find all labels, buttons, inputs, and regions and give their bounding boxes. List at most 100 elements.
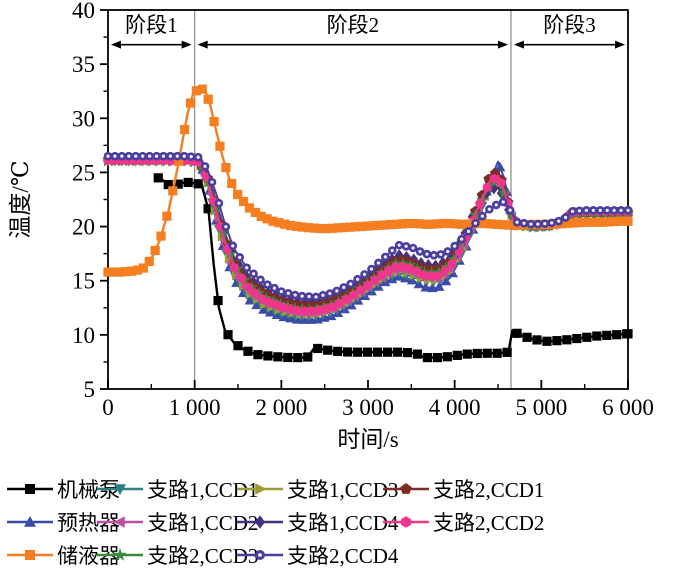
- y-tick-label: 10: [72, 323, 95, 348]
- square-marker: [353, 347, 363, 357]
- circle-marker-highlight: [189, 154, 193, 159]
- circle-marker-highlight: [286, 291, 290, 295]
- square-marker: [283, 352, 293, 363]
- circle-marker-highlight: [536, 222, 540, 226]
- square-marker: [197, 84, 207, 94]
- square-marker: [586, 217, 596, 227]
- square-marker: [392, 219, 402, 229]
- circle-marker-highlight: [134, 154, 138, 158]
- circle-marker-highlight: [258, 553, 262, 557]
- triangle-up-marker: [292, 314, 303, 324]
- square-marker: [156, 231, 166, 241]
- y-tick-label: 20: [72, 215, 95, 240]
- star-marker: [217, 226, 229, 238]
- square-marker: [291, 221, 302, 231]
- circle-marker-highlight: [529, 222, 533, 226]
- hexagon-marker: [419, 270, 429, 280]
- y-axis-ticks: 5 10 15 20 25 30 35 40: [72, 0, 108, 402]
- circle-marker-highlight: [161, 154, 166, 158]
- circle-marker-highlight: [508, 208, 512, 212]
- star-marker: [113, 548, 127, 561]
- legend-label: 支路1,CCD3: [287, 478, 399, 502]
- square-marker: [263, 351, 273, 361]
- phase-arrow: [197, 40, 508, 49]
- hexagon-marker: [251, 288, 260, 299]
- square-marker: [403, 218, 414, 229]
- square-marker: [185, 98, 196, 108]
- y-tick-label: 15: [72, 269, 95, 294]
- legend-item-branch2-ccd1: 支路2,CCD1: [382, 476, 544, 502]
- square-marker: [612, 330, 622, 340]
- square-marker: [610, 216, 620, 227]
- circle-marker-highlight: [411, 246, 415, 250]
- square-marker: [103, 267, 113, 277]
- triangle-right-marker: [255, 483, 267, 495]
- circle-marker-highlight: [459, 237, 464, 241]
- square-marker: [333, 346, 343, 356]
- circle-marker-highlight: [106, 154, 110, 158]
- circle-marker-highlight: [543, 222, 547, 226]
- hexagon-marker: [475, 198, 485, 209]
- triangle-up-marker: [298, 314, 310, 324]
- square-marker: [442, 352, 452, 362]
- x-tick-label: 0: [102, 395, 114, 420]
- legend-label: 支路2,CCD1: [433, 478, 545, 502]
- circle-marker-highlight: [293, 293, 297, 297]
- square-marker: [313, 343, 323, 354]
- hexagon-marker: [244, 282, 253, 293]
- square-marker: [472, 348, 482, 359]
- square-marker: [602, 330, 612, 340]
- square-marker: [492, 348, 502, 358]
- circle-marker-highlight: [369, 267, 374, 271]
- square-marker: [327, 223, 337, 233]
- x-axis-ticks: 0 1 000 2 000 3 000 4 000 5 000 6 000: [102, 380, 654, 420]
- circle-marker-highlight: [397, 243, 401, 247]
- square-marker: [215, 141, 225, 151]
- circle-marker-highlight: [605, 208, 609, 212]
- square-marker: [180, 124, 190, 135]
- sphere-marker-icon: [237, 550, 283, 560]
- hexagon-marker: [356, 285, 365, 295]
- circle-marker-highlight: [355, 277, 360, 281]
- y-tick-label: 30: [72, 106, 95, 131]
- phase-arrow: [514, 40, 625, 49]
- legend-item-branch1-ccd3: 支路1,CCD3: [236, 476, 398, 502]
- triangle-up-marker: [24, 516, 36, 527]
- square-marker: [445, 218, 455, 229]
- temperature-chart: 5 10 15 20 25 30 35 40 0 1 000 2 000 3 000 4 000 5 00…: [8, 0, 654, 452]
- square-marker: [262, 214, 272, 224]
- circle-marker-highlight: [494, 203, 498, 207]
- triangle-left-marker: [113, 516, 125, 528]
- circle-marker-highlight: [598, 208, 602, 212]
- triangle-down-marker: [114, 484, 126, 495]
- hexagon-marker: [482, 182, 492, 193]
- square-marker: [162, 211, 172, 221]
- plot-box: [107, 9, 629, 390]
- hexagon-marker: [349, 289, 358, 300]
- square-marker: [382, 347, 393, 357]
- circle-marker-highlight: [577, 209, 582, 213]
- circle-marker-highlight: [258, 278, 263, 282]
- hexagon-marker: [440, 265, 450, 276]
- square-marker: [462, 219, 473, 229]
- circle-marker-highlight: [175, 154, 179, 158]
- square-marker: [253, 350, 263, 360]
- series-mechanical-pump: [153, 173, 633, 363]
- circle-marker-highlight: [439, 252, 443, 256]
- square-marker-icon: [7, 550, 53, 560]
- circle-marker-highlight: [210, 180, 214, 184]
- x-tick-label: 1 000: [169, 395, 221, 420]
- y-tick-label: 5: [84, 377, 96, 402]
- legend-item-branch1-ccd1: 支路1,CCD1: [96, 476, 258, 502]
- circle-marker-highlight: [473, 221, 478, 225]
- hexagon-marker-icon: [383, 516, 429, 528]
- circle-marker-highlight: [147, 154, 152, 158]
- square-marker: [243, 346, 253, 356]
- circle-marker-highlight: [224, 225, 228, 229]
- arrow-head-left: [111, 40, 121, 49]
- square-marker: [168, 186, 178, 196]
- square-marker: [433, 219, 443, 229]
- square-marker: [144, 256, 154, 266]
- circle-marker-highlight: [349, 282, 353, 286]
- circle-marker-highlight: [231, 244, 235, 248]
